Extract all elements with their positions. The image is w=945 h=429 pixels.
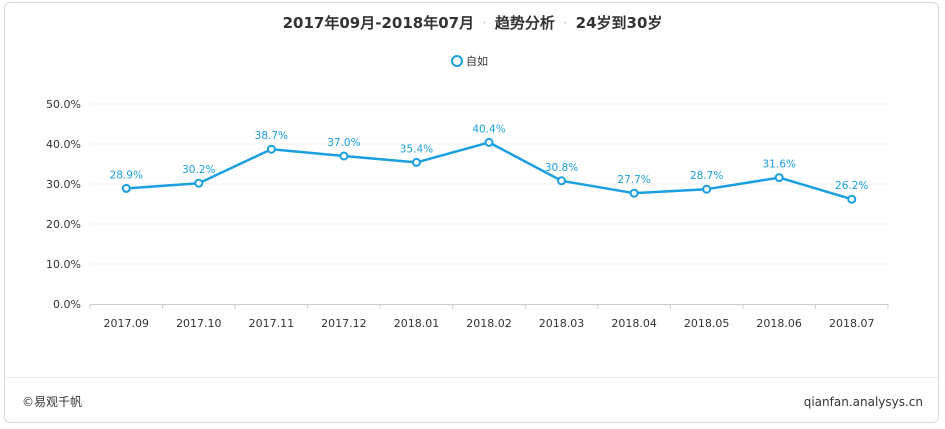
data-label: 38.7% — [255, 130, 288, 142]
data-label: 40.4% — [472, 123, 505, 135]
title-section: 趋势分析 — [494, 14, 555, 32]
x-tick-label: 2017.10 — [176, 317, 222, 330]
y-tick-label: 30.0% — [46, 178, 81, 191]
x-tick-label: 2018.07 — [829, 317, 875, 330]
data-label: 26.2% — [835, 180, 868, 192]
x-tick-label: 2017.12 — [321, 317, 367, 330]
legend-marker-icon — [451, 55, 463, 67]
data-label: 28.7% — [690, 170, 723, 182]
data-point — [484, 137, 494, 147]
data-point — [266, 144, 276, 154]
x-tick-label: 2018.05 — [684, 317, 730, 330]
data-point — [339, 151, 349, 161]
data-point — [194, 178, 204, 188]
data-label: 30.2% — [182, 164, 215, 176]
footer-divider — [5, 377, 938, 378]
x-tick-label: 2018.02 — [466, 317, 512, 330]
source-credit: ©易观千帆 — [22, 395, 83, 409]
data-point — [702, 184, 712, 194]
y-tick-label: 0.0% — [53, 298, 81, 311]
x-tick-label: 2018.03 — [539, 317, 585, 330]
legend[interactable]: 自如 — [451, 53, 488, 69]
title-separator: · — [482, 14, 487, 32]
data-label: 31.6% — [763, 159, 796, 171]
data-point — [774, 173, 784, 183]
y-tick-label: 40.0% — [46, 138, 81, 151]
data-label: 28.9% — [110, 169, 143, 181]
axis-layer: 0.0% 10.0% 20.0% 30.0% 40.0% 50.0% 2017.09 2017… — [46, 98, 889, 330]
chart-card — [4, 2, 939, 423]
data-point — [629, 188, 639, 198]
data-label: 35.4% — [400, 143, 433, 155]
title-group: 24岁到30岁 — [575, 14, 663, 32]
chart-title: 2017年09月-2018年07月 · 趋势分析 · 24岁到30岁 — [0, 12, 945, 33]
x-tick-label: 2018.06 — [756, 317, 802, 330]
y-tick-label: 50.0% — [46, 98, 81, 111]
series-line — [126, 141, 853, 201]
legend-label: 自如 — [466, 55, 488, 68]
data-point — [557, 176, 567, 186]
title-separator: · — [562, 14, 568, 32]
data-point — [847, 194, 857, 204]
data-label: 30.8% — [545, 162, 578, 174]
series-layer: 28.9% 30.2% 38.7% 37.0% 35.4% 40.4% 30.8% 27.7%… — [110, 123, 868, 204]
x-tick-label: 2017.09 — [104, 317, 150, 330]
x-tick-label: 2018.01 — [394, 317, 440, 330]
x-tick-label: 2017.11 — [249, 317, 295, 330]
x-tick-label: 2018.04 — [611, 317, 657, 330]
title-range: 2017年09月-2018年07月 — [282, 14, 475, 32]
data-label: 37.0% — [327, 137, 360, 149]
source-url[interactable]: qianfan.analysys.cn — [803, 395, 923, 409]
data-label: 27.7% — [617, 174, 650, 186]
data-point — [411, 157, 421, 167]
y-tick-label: 20.0% — [46, 218, 81, 231]
y-tick-label: 10.0% — [46, 258, 81, 271]
data-point — [121, 183, 131, 193]
